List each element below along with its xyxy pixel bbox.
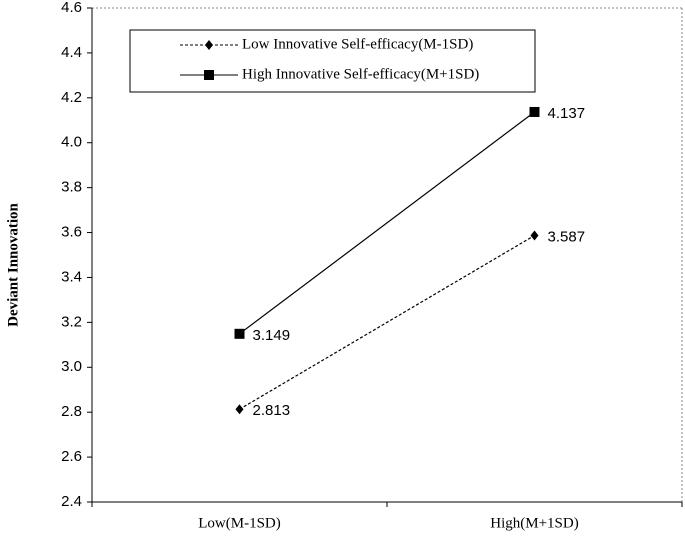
y-tick-label: 2.8 — [61, 403, 82, 420]
marker — [204, 70, 214, 80]
y-tick-label: 2.6 — [61, 448, 82, 465]
y-tick-label: 4.6 — [61, 0, 82, 16]
y-tick-label: 3.4 — [61, 268, 82, 285]
series-line — [239, 234, 535, 410]
y-tick-label: 4.2 — [61, 89, 82, 106]
y-tick-label: 3.0 — [61, 358, 82, 375]
data-label: 2.813 — [253, 402, 291, 419]
y-tick-label: 3.8 — [61, 179, 82, 196]
series-line — [239, 111, 535, 335]
data-label: 4.137 — [548, 105, 586, 122]
y-tick-label: 4.0 — [61, 134, 82, 151]
y-axis-title: Deviant Innovation — [5, 202, 21, 326]
marker — [530, 230, 539, 241]
y-tick-label: 4.4 — [61, 44, 82, 61]
x-tick-label: Low(M-1SD) — [198, 515, 281, 531]
legend-label: High Innovative Self-efficacy(M+1SD) — [242, 66, 479, 82]
data-label: 3.149 — [253, 327, 291, 344]
legend-label: Low Innovative Self-efficacy(M-1SD) — [242, 36, 473, 52]
marker — [205, 40, 213, 50]
x-tick-label: High(M+1SD) — [490, 515, 578, 531]
marker — [234, 328, 245, 339]
y-tick-label: 2.4 — [61, 493, 82, 510]
y-tick-label: 3.6 — [61, 224, 82, 241]
legend-box — [129, 29, 536, 93]
marker — [529, 106, 540, 117]
data-label: 3.587 — [548, 228, 586, 245]
y-tick-label: 3.2 — [61, 313, 82, 330]
marker — [235, 404, 244, 415]
